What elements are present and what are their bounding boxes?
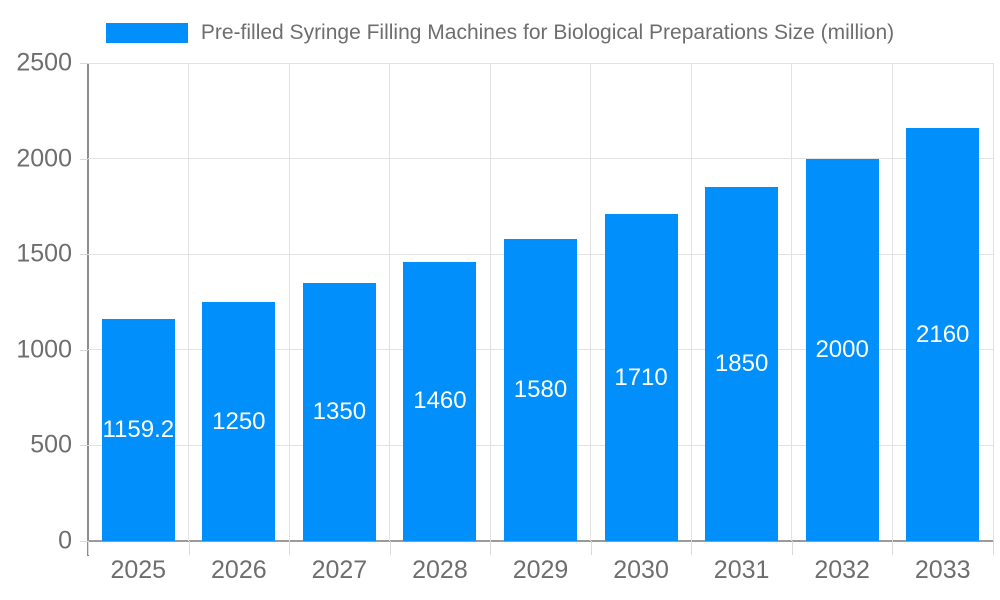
x-axis-tick (791, 541, 793, 555)
y-axis-tick (80, 158, 88, 160)
gridline-vertical (992, 63, 994, 541)
y-axis-tick (80, 254, 88, 256)
x-axis-tick (289, 541, 291, 555)
x-axis-tick (88, 541, 89, 555)
bar-value-label: 1710 (614, 363, 668, 391)
gridline-vertical (489, 63, 491, 541)
bar-value-label: 1250 (212, 407, 266, 435)
x-axis-tick-label: 2033 (914, 556, 971, 584)
legend[interactable]: Pre-filled Syringe Filling Machines for … (0, 14, 1000, 52)
bar-value-label: 2160 (916, 320, 970, 348)
gridline-vertical (690, 63, 692, 541)
gridline-vertical (891, 63, 893, 541)
x-axis-tick-label: 2029 (512, 556, 569, 584)
legend-swatch-icon (105, 23, 188, 43)
bar[interactable]: 1460 (403, 261, 477, 541)
y-axis-tick (80, 541, 88, 542)
y-axis-tick-label: 2500 (16, 48, 72, 77)
gridline-vertical (590, 63, 592, 541)
bar-value-label: 1580 (513, 375, 568, 403)
y-axis-tick (80, 445, 88, 447)
y-axis-tick-label: 2000 (16, 144, 72, 173)
y-axis-line (87, 63, 89, 556)
y-axis-tick-label: 1000 (16, 335, 72, 364)
y-axis-tick-label: 0 (58, 526, 72, 555)
bar[interactable]: 2160 (906, 128, 980, 541)
bar[interactable]: 1580 (504, 238, 577, 541)
gridline-vertical (188, 63, 190, 541)
gridline-horizontal (88, 158, 993, 160)
bar-value-label: 2000 (815, 335, 869, 363)
bar[interactable]: 1710 (604, 214, 678, 541)
x-axis-tick-label: 2026 (211, 556, 267, 584)
bar-value-label: 1159.2 (102, 416, 175, 444)
y-axis-tick-label: 1500 (16, 239, 72, 268)
x-axis-tick (590, 541, 592, 555)
legend-label: Pre-filled Syringe Filling Machines for … (200, 21, 895, 44)
x-axis-line (87, 540, 993, 542)
x-axis-tick-label: 2030 (613, 556, 669, 584)
x-axis-tick-label: 2032 (814, 556, 870, 584)
bar[interactable]: 1850 (705, 187, 779, 541)
gridline-vertical (288, 63, 290, 541)
x-axis-tick (490, 541, 492, 555)
y-axis-tick-label: 500 (30, 430, 72, 459)
x-axis-tick-label: 2028 (412, 556, 468, 584)
gridline-vertical (791, 63, 793, 541)
gridline-vertical (389, 63, 391, 541)
y-axis-tick (80, 349, 88, 351)
x-axis-tick (389, 541, 391, 555)
x-axis-tick (993, 541, 994, 555)
x-axis-tick-label: 2027 (311, 556, 368, 584)
x-axis-tick (892, 541, 894, 555)
bar-value-label: 1350 (312, 397, 367, 425)
plot-area: 1159.2 1250 1350 1460 1580 1710 1850 2000 2160 (88, 62, 994, 541)
gridline-horizontal (88, 62, 993, 64)
y-axis-tick (80, 63, 88, 64)
bar-value-label: 1850 (714, 350, 769, 378)
x-axis-tick-label: 2025 (110, 556, 167, 584)
x-axis-tick (188, 541, 190, 555)
x-axis-tick-label: 2031 (713, 556, 770, 584)
bar[interactable]: 1250 (202, 302, 276, 541)
bar-value-label: 1460 (413, 387, 467, 415)
bar[interactable]: 1159.2 (101, 319, 175, 541)
bar[interactable]: 2000 (805, 158, 879, 541)
bar[interactable]: 1350 (302, 282, 376, 541)
x-axis-tick (691, 541, 693, 555)
